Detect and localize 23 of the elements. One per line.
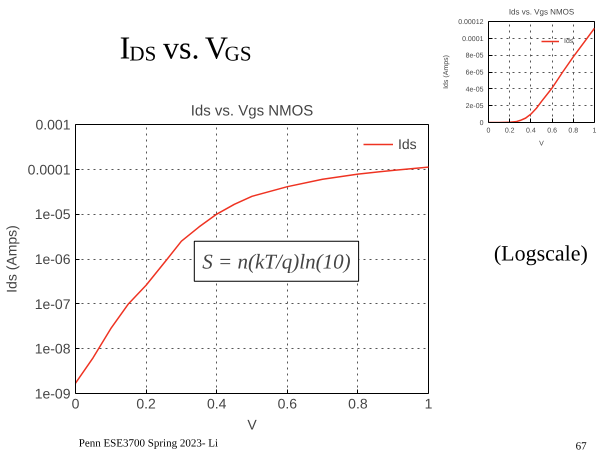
annotation: S = n(kT/q)ln(10) <box>202 249 351 274</box>
y-tick-label: 1e-08 <box>34 340 71 357</box>
chart-title: Ids vs. Vgs NMOS <box>508 8 574 16</box>
line-series <box>76 166 428 384</box>
y-tick-label: 0.001 <box>35 116 71 132</box>
y-tick-label: 1e-06 <box>34 251 71 267</box>
text: IDS vs. VGS <box>120 30 252 66</box>
x-tick-label: 0.8 <box>348 396 368 412</box>
y-tick-label: 1e-05 <box>34 206 71 222</box>
y-axis-title: Ids (Amps) <box>4 225 20 293</box>
text: (Logscale) <box>494 240 588 266</box>
x-tick-label: 0.2 <box>136 396 156 412</box>
x-tick-label: 0.4 <box>206 396 227 412</box>
x-axis-title: V <box>247 416 258 432</box>
y-tick-label: 1e-09 <box>34 386 71 402</box>
text: Penn ESE3700 Spring 2023- Li <box>78 438 218 450</box>
y-tick-label: 1e-07 <box>34 296 71 312</box>
legend-label: Ids <box>398 136 418 152</box>
x-tick-label: 1 <box>424 396 433 412</box>
y-tick-label: 0.0001 <box>28 161 71 178</box>
text: 67 <box>576 440 588 452</box>
chart-title: Ids vs. Vgs NMOS <box>190 102 314 120</box>
x-tick-label: 0.6 <box>278 396 298 412</box>
